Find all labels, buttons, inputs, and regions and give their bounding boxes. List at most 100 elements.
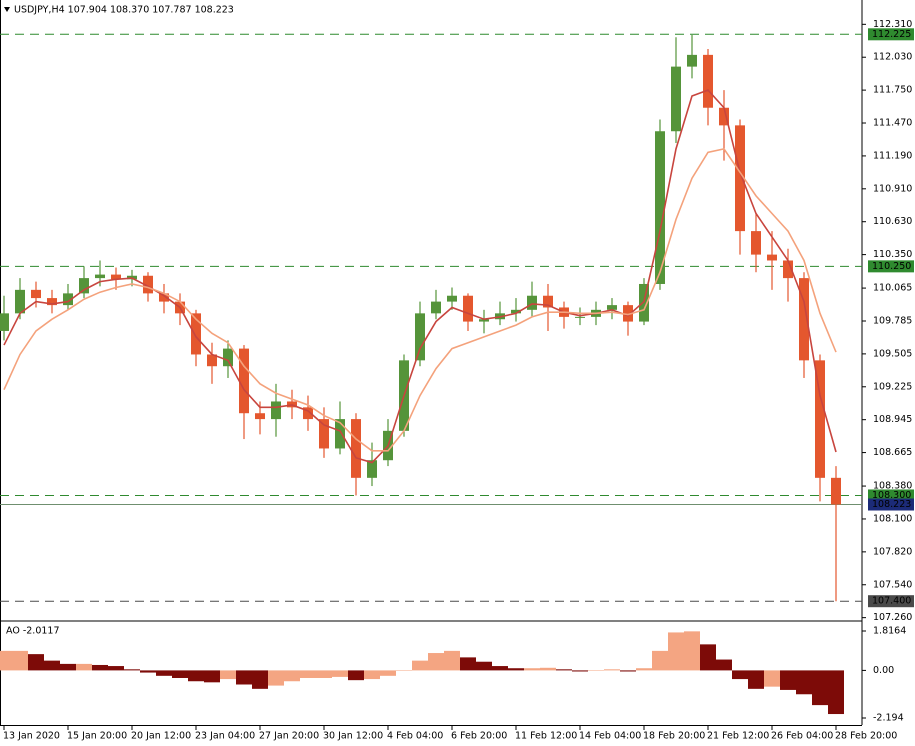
moving-average xyxy=(3,147,837,452)
menu-arrow[interactable] xyxy=(4,7,10,12)
ao-bar xyxy=(108,666,124,671)
ao-bar xyxy=(812,670,828,706)
ao-bar xyxy=(716,659,732,671)
candle-body xyxy=(111,274,121,280)
x-tick-label: 28 Feb 20:00 xyxy=(835,731,897,742)
level-label: 108.300 xyxy=(872,490,911,501)
y-tick-label: 110.350 xyxy=(873,249,912,260)
y-tick-label: 107.820 xyxy=(873,546,912,557)
candle-body xyxy=(319,419,329,449)
candle-body xyxy=(511,309,521,314)
candle-body xyxy=(415,313,425,361)
ao-bar xyxy=(556,669,572,671)
ao-bar xyxy=(508,668,524,671)
candle-body xyxy=(143,275,153,294)
y-tick-label: 108.380 xyxy=(873,481,912,492)
ao-bar xyxy=(0,650,12,671)
y-tick-label: 109.225 xyxy=(873,381,912,392)
candle-body xyxy=(239,348,249,414)
y-tick-label: 110.065 xyxy=(873,283,912,294)
candle-body xyxy=(47,298,57,306)
ao-bar xyxy=(300,670,316,678)
level-label: 107.400 xyxy=(872,596,911,607)
ao-bar xyxy=(284,670,300,682)
ao-bar xyxy=(380,670,396,676)
y-tick-label: 107.540 xyxy=(873,579,912,590)
ao-bar xyxy=(188,670,204,682)
candle-body xyxy=(159,293,169,302)
candle-body xyxy=(191,313,201,355)
candle-body xyxy=(63,293,73,306)
current-price-label: 108.223 xyxy=(872,499,911,510)
candle-body xyxy=(335,419,345,449)
candle-body xyxy=(767,254,777,261)
candle-body xyxy=(255,413,265,420)
y-tick-label: 109.505 xyxy=(873,348,912,359)
ao-bar xyxy=(492,666,508,671)
ao-bar xyxy=(524,668,540,671)
candle-body xyxy=(95,274,105,279)
ao-bar xyxy=(12,650,28,671)
y-tick-label: 111.190 xyxy=(873,150,912,161)
candle-body xyxy=(703,54,713,108)
candle-body xyxy=(527,295,537,310)
ao-bar xyxy=(684,631,700,671)
candle-body xyxy=(479,319,489,322)
x-tick-label: 6 Feb 20:00 xyxy=(451,731,507,742)
y-tick-label: 107.260 xyxy=(873,612,912,623)
ao-bar xyxy=(140,670,156,673)
ao-bar xyxy=(460,657,476,671)
ao-bar xyxy=(76,663,92,671)
y-tick-label: 0.00 xyxy=(873,665,894,676)
candle-body xyxy=(351,419,361,478)
candle-body xyxy=(783,260,793,279)
candle-body xyxy=(207,354,217,367)
ao-bar xyxy=(700,644,716,671)
level-label: 112.225 xyxy=(872,29,911,40)
ao-bar xyxy=(732,670,748,680)
x-tick-label: 15 Jan 20:00 xyxy=(67,731,127,742)
x-tick-label: 21 Feb 12:00 xyxy=(707,731,769,742)
candle-body xyxy=(735,125,745,232)
candle-body xyxy=(719,107,729,126)
x-tick-label: 23 Jan 04:00 xyxy=(195,731,255,742)
ao-bar xyxy=(828,670,844,715)
y-tick-label: 112.030 xyxy=(873,52,912,63)
candle-body xyxy=(543,295,553,308)
candle-body xyxy=(623,305,633,322)
candle-body xyxy=(303,407,313,420)
candle-body xyxy=(223,348,233,367)
y-tick-label: 1.8164 xyxy=(873,625,906,636)
candle-body xyxy=(271,401,281,420)
candle-body xyxy=(639,283,649,322)
candle-body xyxy=(687,54,697,67)
ao-bar xyxy=(172,670,188,678)
ao-bar xyxy=(316,670,332,678)
candle-body xyxy=(0,313,9,331)
ao-bar xyxy=(668,632,684,671)
ao-bar xyxy=(220,670,236,680)
y-tick-label: 111.470 xyxy=(873,118,912,129)
ao-bar xyxy=(796,670,812,695)
ao-bar xyxy=(332,670,348,677)
ao-bar xyxy=(28,654,44,671)
level-label-box xyxy=(868,28,914,41)
x-tick-label: 11 Feb 12:00 xyxy=(515,731,577,742)
ao-bar xyxy=(412,660,428,671)
ao-bar xyxy=(444,650,460,671)
candle-body xyxy=(831,477,841,505)
y-tick-label: 108.100 xyxy=(873,513,912,524)
ao-bar xyxy=(476,661,492,671)
x-tick-label: 4 Feb 04:00 xyxy=(387,731,443,742)
ao-bar xyxy=(588,670,604,671)
x-tick-label: 26 Feb 04:00 xyxy=(771,731,833,742)
y-tick-label: 109.785 xyxy=(873,315,912,326)
ao-bar xyxy=(396,670,412,671)
ao-bar xyxy=(764,670,780,687)
y-tick-label: 108.945 xyxy=(873,414,912,425)
level-label-box xyxy=(868,595,914,608)
ao-bar xyxy=(748,670,764,689)
